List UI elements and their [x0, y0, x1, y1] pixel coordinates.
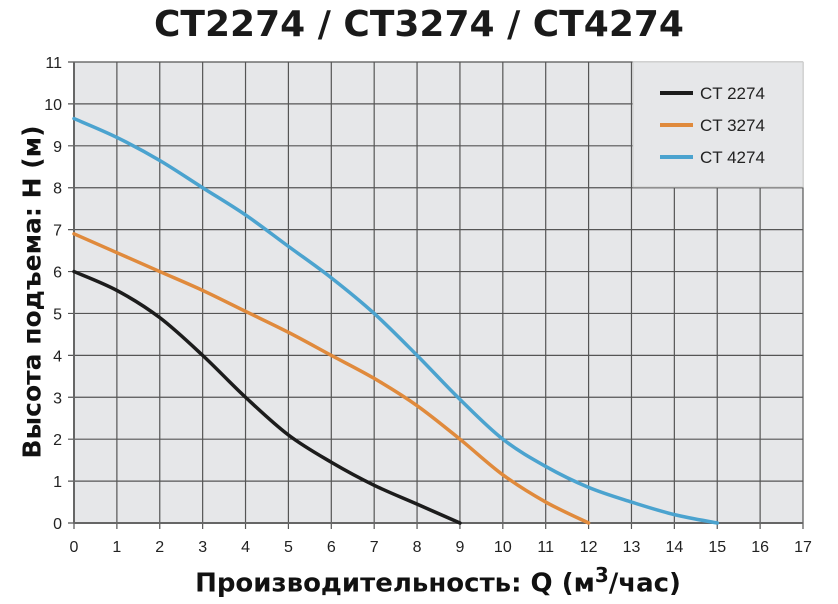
y-tick-label: 9: [53, 139, 62, 156]
series-line-ct-2274: [72, 269, 462, 525]
chart-title: CT2274 / CT3274 / CT4274: [154, 4, 684, 45]
x-tick-label: 8: [413, 539, 422, 556]
x-tick-label: 2: [155, 539, 164, 556]
y-tick-label: 2: [53, 432, 62, 449]
x-axis-label: Производительность: Q (м3/час): [73, 563, 803, 599]
y-tick-label: 4: [53, 348, 62, 365]
x-tick-label: 14: [665, 539, 683, 556]
x-tick-label: 10: [494, 539, 512, 556]
x-tick-label: 16: [751, 539, 769, 556]
legend-label: CT 3274: [700, 116, 765, 135]
y-tick-label: 0: [53, 516, 62, 533]
x-tick-label: 4: [241, 539, 250, 556]
x-tick-label: 1: [112, 539, 121, 556]
y-tick-label: 7: [53, 223, 62, 240]
legend: CT 2274 CT 3274 CT 4274: [632, 61, 804, 188]
y-tick-label: 1: [53, 474, 62, 491]
y-tick-label: 8: [53, 181, 62, 198]
y-tick-label: 3: [53, 390, 62, 407]
series-line-ct-4274: [72, 116, 719, 525]
x-tick-label: 0: [70, 539, 79, 556]
legend-label: CT 2274: [700, 84, 765, 103]
x-tick-label: 13: [623, 539, 641, 556]
x-axis-label-main: Производительность: Q (м: [195, 568, 595, 599]
x-tick-label: 7: [370, 539, 379, 556]
series-line-ct-3274: [72, 232, 591, 525]
x-tick-label: 12: [580, 539, 598, 556]
y-tick-label: 11: [45, 55, 62, 72]
y-tick-label: 6: [53, 265, 62, 282]
x-tick-label: 6: [327, 539, 336, 556]
x-tick-label: 15: [708, 539, 726, 556]
x-tick-label: 17: [794, 539, 812, 556]
x-axis-label-tail: /час): [608, 568, 681, 599]
x-tick-label: 11: [537, 539, 554, 556]
legend-label: CT 4274: [700, 148, 765, 167]
x-tick-label: 5: [284, 539, 293, 556]
x-tick-label: 9: [455, 539, 464, 556]
x-axis-label-sup: 3: [594, 563, 609, 587]
y-tick-label: 10: [44, 97, 62, 114]
y-tick-label: 5: [53, 306, 62, 323]
x-tick-label: 3: [198, 539, 207, 556]
